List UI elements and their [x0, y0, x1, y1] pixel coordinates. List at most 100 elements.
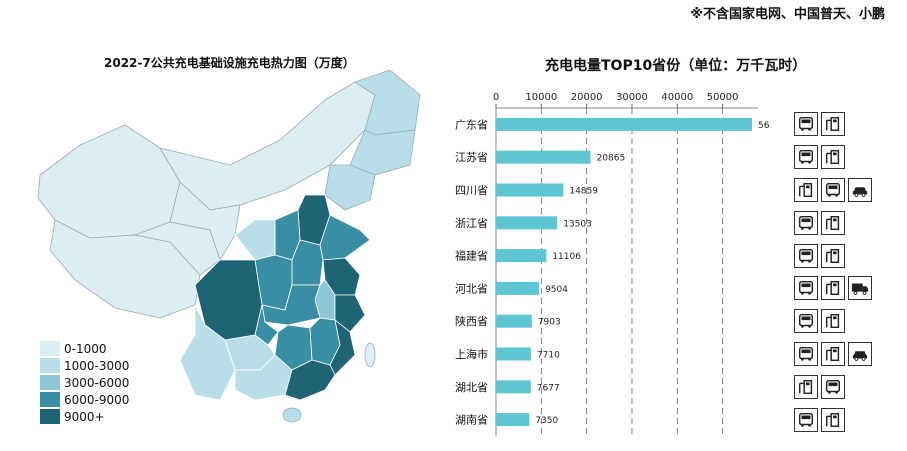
legend-label: 0-1000 — [64, 341, 107, 356]
x-tick-label: 20000 — [571, 92, 603, 103]
category-label: 湖北省 — [455, 381, 488, 394]
bar-1 — [496, 150, 591, 164]
legend-item: 1000-3000 — [40, 357, 129, 374]
region-liaoning — [324, 164, 376, 211]
legend-label: 9000+ — [64, 409, 105, 424]
region-taiwan — [364, 342, 376, 368]
category-label: 上海市 — [455, 347, 488, 361]
x-tick-label: 0 — [493, 92, 499, 103]
icon-row — [794, 276, 872, 301]
region-zhejiang — [334, 294, 366, 333]
legend-swatch-3 — [40, 392, 60, 407]
icon-row — [794, 374, 845, 399]
value-label: 7710 — [537, 351, 560, 361]
legend-item: 9000+ — [40, 408, 129, 425]
x-tick-label: 50000 — [707, 92, 739, 103]
map-legend: 0-1000 1000-3000 3000-6000 6000-9000 900… — [40, 340, 129, 425]
region-hubei — [261, 284, 321, 326]
car-icon — [848, 178, 872, 202]
icon-row — [794, 309, 845, 334]
bar-3 — [496, 216, 558, 230]
bus-icon — [794, 112, 818, 137]
value-label: 20865 — [597, 154, 626, 164]
bar-0 — [496, 117, 752, 131]
legend-swatch-2 — [40, 375, 60, 390]
region-gansu — [169, 181, 241, 261]
value-label: 14859 — [569, 187, 598, 197]
value-label: 7903 — [538, 318, 561, 328]
legend-item: 6000-9000 — [40, 391, 129, 408]
bus-icon — [794, 309, 818, 334]
bar-5 — [496, 281, 540, 295]
value-label: 11106 — [552, 252, 581, 262]
legend-item: 0-1000 — [40, 340, 129, 357]
region-guangdong — [284, 359, 336, 401]
region-hainan — [282, 407, 302, 423]
china-heat-map — [37, 70, 421, 423]
legend-item: 3000-6000 — [40, 374, 129, 391]
category-label: 陕西省 — [455, 314, 488, 328]
charger-icon — [821, 309, 845, 334]
charger-icon — [821, 276, 845, 301]
charger-icon — [821, 342, 845, 366]
charger-icon — [794, 374, 818, 399]
value-label: 9504 — [545, 285, 568, 295]
icon-row — [794, 243, 845, 268]
value-label: 13503 — [563, 219, 592, 229]
x-tick-label: 30000 — [616, 92, 648, 103]
bus-icon — [821, 374, 845, 399]
x-tick-label: 10000 — [525, 92, 557, 103]
region-yunnan — [179, 304, 236, 401]
value-label: 7350 — [535, 416, 558, 426]
category-label: 湖南省 — [455, 414, 488, 427]
category-label: 江苏省 — [455, 151, 488, 164]
truck-icon — [848, 276, 872, 301]
value-label: 56483 — [758, 121, 770, 131]
bar-6 — [496, 314, 532, 328]
exclusion-note: ※不含国家电网、中国普天、小鹏 — [690, 7, 885, 22]
x-tick-label: 40000 — [661, 92, 693, 103]
category-label: 浙江省 — [455, 217, 488, 230]
category-label: 四川省 — [455, 184, 488, 197]
value-label: 7677 — [537, 383, 560, 393]
region-ningxia — [234, 219, 276, 261]
legend-swatch-4 — [40, 409, 60, 424]
legend-label: 1000-3000 — [64, 358, 130, 373]
bus-icon — [794, 145, 818, 170]
icon-row — [794, 112, 845, 137]
charger-icon — [794, 178, 818, 202]
legend-swatch-0 — [40, 341, 60, 356]
charger-icon — [821, 145, 845, 170]
legend-swatch-1 — [40, 358, 60, 373]
charger-icon — [821, 112, 845, 137]
category-label: 广东省 — [455, 118, 488, 131]
bus-icon — [794, 243, 818, 268]
charger-icon — [821, 210, 845, 235]
bus-icon — [794, 210, 818, 235]
bus-icon — [794, 342, 818, 366]
map-title: 2022-7公共充电基础设施充电热力图（万度） — [104, 56, 355, 70]
region-xinjiang — [37, 124, 181, 239]
charger-icon — [821, 243, 845, 268]
charger-icon — [821, 407, 845, 432]
region-shandong — [319, 214, 371, 261]
bar-7 — [496, 347, 531, 361]
icon-row — [794, 178, 872, 202]
bar-9 — [496, 413, 530, 427]
chart-title: 充电电量TOP10省份（单位：万千瓦时） — [545, 58, 807, 74]
bar-2 — [496, 183, 564, 197]
icon-row — [794, 145, 845, 170]
legend-label: 3000-6000 — [64, 375, 130, 390]
top10-bar-chart: 0 10000 20000 30000 40000 50000 广东省 56483 江苏省 208… — [455, 92, 770, 436]
icon-row — [794, 407, 845, 432]
bar-8 — [496, 380, 531, 394]
bus-icon — [821, 178, 845, 202]
bus-icon — [794, 407, 818, 432]
bus-icon — [794, 276, 818, 301]
category-label: 福建省 — [455, 249, 488, 263]
icon-row — [794, 210, 845, 235]
category-label: 河北省 — [455, 282, 488, 295]
icon-row — [794, 342, 872, 366]
region-jilin — [349, 129, 416, 176]
car-icon — [848, 342, 872, 366]
